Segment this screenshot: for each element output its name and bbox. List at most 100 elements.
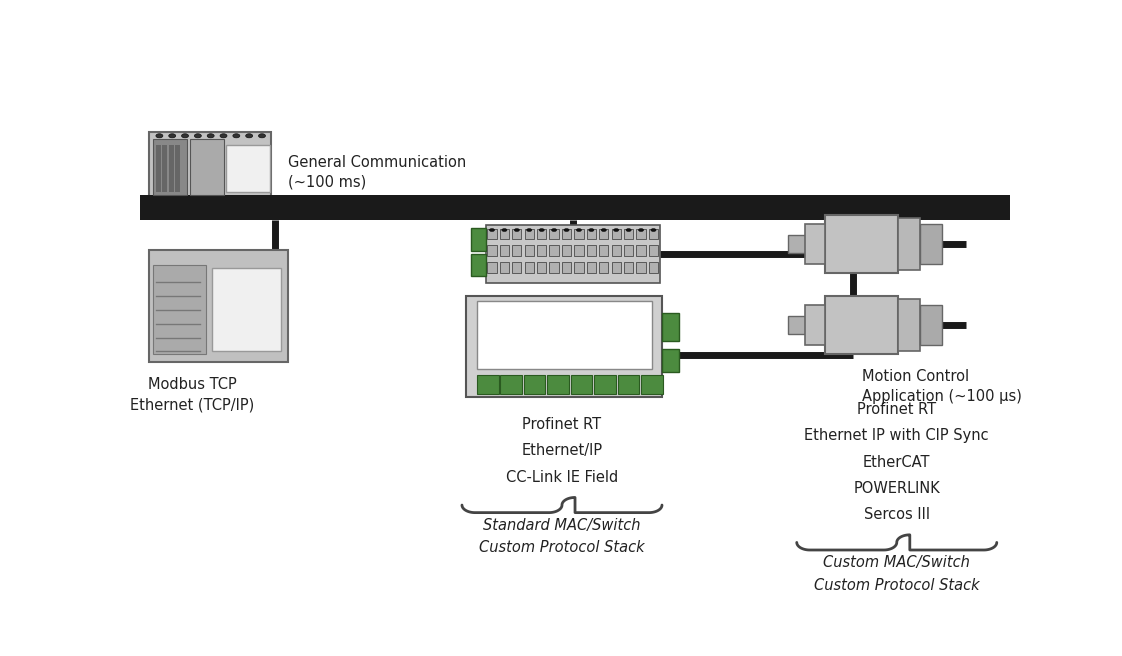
Circle shape — [208, 134, 214, 138]
Text: Profinet RT: Profinet RT — [857, 402, 937, 417]
FancyBboxPatch shape — [548, 375, 569, 394]
Text: Profinet RT: Profinet RT — [523, 417, 601, 432]
FancyBboxPatch shape — [649, 262, 659, 272]
FancyBboxPatch shape — [499, 228, 509, 239]
FancyBboxPatch shape — [898, 218, 920, 270]
FancyBboxPatch shape — [537, 228, 546, 239]
FancyBboxPatch shape — [599, 262, 608, 272]
FancyBboxPatch shape — [550, 262, 559, 272]
FancyBboxPatch shape — [587, 228, 596, 239]
Circle shape — [489, 228, 495, 232]
FancyBboxPatch shape — [537, 262, 546, 272]
FancyBboxPatch shape — [512, 228, 522, 239]
FancyBboxPatch shape — [825, 296, 898, 354]
Circle shape — [168, 134, 176, 138]
FancyBboxPatch shape — [599, 245, 608, 256]
FancyBboxPatch shape — [467, 296, 662, 397]
FancyBboxPatch shape — [512, 245, 522, 256]
FancyBboxPatch shape — [156, 144, 162, 192]
FancyBboxPatch shape — [486, 225, 660, 283]
FancyBboxPatch shape — [190, 139, 224, 195]
Circle shape — [220, 134, 227, 138]
FancyBboxPatch shape — [788, 236, 810, 253]
Text: Sercos III: Sercos III — [864, 507, 930, 522]
Text: (~10 ms): (~10 ms) — [528, 351, 600, 366]
FancyBboxPatch shape — [140, 195, 1010, 220]
Text: Application (~100 μs): Application (~100 μs) — [862, 390, 1022, 405]
FancyBboxPatch shape — [571, 375, 592, 394]
FancyBboxPatch shape — [574, 262, 583, 272]
Text: EtherCAT: EtherCAT — [863, 455, 930, 470]
Text: Motion Control: Motion Control — [862, 369, 969, 384]
FancyBboxPatch shape — [611, 228, 620, 239]
Circle shape — [258, 134, 266, 138]
FancyBboxPatch shape — [154, 139, 187, 195]
FancyBboxPatch shape — [641, 375, 663, 394]
FancyBboxPatch shape — [550, 245, 559, 256]
FancyBboxPatch shape — [662, 350, 680, 372]
FancyBboxPatch shape — [524, 375, 545, 394]
Circle shape — [638, 228, 644, 232]
Circle shape — [589, 228, 594, 232]
Text: Ethernet/IP: Ethernet/IP — [522, 443, 603, 459]
FancyBboxPatch shape — [574, 228, 583, 239]
FancyBboxPatch shape — [806, 304, 825, 345]
Text: (~100 ms): (~100 ms) — [288, 174, 366, 190]
Circle shape — [514, 228, 519, 232]
FancyBboxPatch shape — [487, 245, 497, 256]
FancyBboxPatch shape — [611, 262, 620, 272]
FancyBboxPatch shape — [636, 228, 645, 239]
Circle shape — [233, 134, 240, 138]
Text: Real-Time: Real-Time — [527, 311, 601, 325]
FancyBboxPatch shape — [500, 375, 522, 394]
FancyBboxPatch shape — [487, 228, 497, 239]
FancyBboxPatch shape — [525, 228, 534, 239]
Circle shape — [539, 228, 544, 232]
FancyBboxPatch shape — [920, 224, 941, 264]
FancyBboxPatch shape — [525, 262, 534, 272]
FancyBboxPatch shape — [825, 215, 898, 273]
Circle shape — [614, 228, 619, 232]
FancyBboxPatch shape — [788, 316, 810, 334]
FancyBboxPatch shape — [562, 228, 571, 239]
FancyBboxPatch shape — [499, 262, 509, 272]
FancyBboxPatch shape — [599, 228, 608, 239]
Text: General Communication: General Communication — [288, 155, 467, 169]
FancyBboxPatch shape — [562, 262, 571, 272]
FancyBboxPatch shape — [471, 255, 486, 276]
Text: POWERLINK: POWERLINK — [854, 481, 940, 496]
FancyBboxPatch shape — [168, 144, 174, 192]
Text: Ethernet IP with CIP Sync: Ethernet IP with CIP Sync — [804, 428, 990, 443]
FancyBboxPatch shape — [550, 228, 559, 239]
FancyBboxPatch shape — [624, 245, 633, 256]
FancyBboxPatch shape — [471, 228, 486, 251]
Text: Custom Protocol Stack: Custom Protocol Stack — [813, 578, 980, 593]
Text: Custom MAC/Switch: Custom MAC/Switch — [824, 555, 971, 570]
Circle shape — [601, 228, 606, 232]
Text: Modbus TCP: Modbus TCP — [148, 377, 237, 392]
FancyBboxPatch shape — [175, 144, 181, 192]
FancyBboxPatch shape — [149, 251, 288, 361]
FancyBboxPatch shape — [499, 245, 509, 256]
FancyBboxPatch shape — [662, 313, 680, 341]
FancyBboxPatch shape — [595, 375, 616, 394]
FancyBboxPatch shape — [512, 262, 522, 272]
FancyBboxPatch shape — [587, 262, 596, 272]
FancyBboxPatch shape — [477, 375, 498, 394]
FancyBboxPatch shape — [636, 245, 645, 256]
Circle shape — [156, 134, 163, 138]
FancyBboxPatch shape — [562, 245, 571, 256]
FancyBboxPatch shape — [227, 144, 270, 192]
FancyBboxPatch shape — [636, 262, 645, 272]
FancyBboxPatch shape — [149, 132, 270, 200]
FancyBboxPatch shape — [574, 245, 583, 256]
FancyBboxPatch shape — [154, 265, 206, 354]
FancyBboxPatch shape — [806, 224, 825, 264]
Text: Application: Application — [522, 331, 607, 346]
Circle shape — [651, 228, 656, 232]
Text: CC-Link IE Field: CC-Link IE Field — [506, 470, 618, 485]
FancyBboxPatch shape — [624, 262, 633, 272]
FancyBboxPatch shape — [525, 245, 534, 256]
FancyBboxPatch shape — [587, 245, 596, 256]
Text: Custom Protocol Stack: Custom Protocol Stack — [479, 541, 645, 556]
